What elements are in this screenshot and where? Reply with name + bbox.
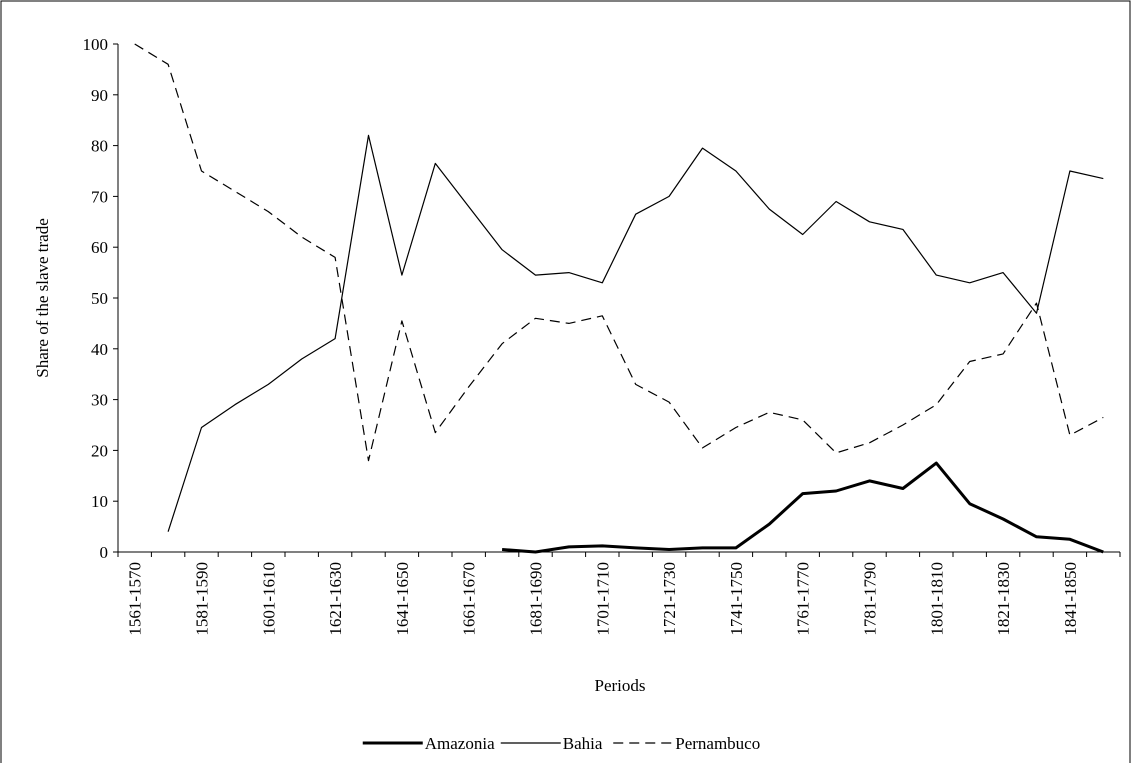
series-line: [167, 134, 1104, 532]
x-tick-label: 1841-1850: [1061, 562, 1080, 636]
y-tick-label: 50: [91, 289, 108, 308]
y-axis-label: Share of the slave trade: [33, 218, 52, 378]
y-tick-label: 60: [91, 238, 108, 257]
x-tick-label: 1601-1610: [259, 562, 278, 636]
x-tick-label: 1821-1830: [994, 562, 1013, 636]
y-tick-label: 40: [91, 340, 108, 359]
x-tick-label: 1681-1690: [527, 562, 546, 636]
y-tick-label: 20: [91, 441, 108, 460]
x-tick-label: 1701-1710: [593, 562, 612, 636]
legend-label: Amazonia: [425, 734, 495, 753]
x-tick-label: 1641-1650: [393, 562, 412, 636]
x-tick-label: 1621-1630: [326, 562, 345, 636]
x-tick-label: 1721-1730: [660, 562, 679, 636]
x-tick-label: 1761-1770: [794, 562, 813, 636]
legend-label: Pernambuco: [675, 734, 760, 753]
legend-label: Bahia: [563, 734, 603, 753]
y-tick-label: 70: [91, 187, 108, 206]
x-tick-label: 1561-1570: [126, 562, 145, 636]
x-tick-label: 1781-1790: [861, 562, 880, 636]
x-axis-label: Periods: [595, 676, 646, 695]
y-tick-label: 10: [91, 492, 108, 511]
y-tick-label: 0: [100, 543, 109, 562]
y-tick-label: 90: [91, 86, 108, 105]
series-line: [501, 461, 1104, 554]
y-tick-label: 30: [91, 391, 108, 410]
x-tick-label: 1581-1590: [193, 562, 212, 636]
y-tick-label: 80: [91, 137, 108, 156]
y-tick-label: 100: [83, 35, 109, 54]
x-tick-label: 1661-1670: [460, 562, 479, 636]
series-line: [134, 43, 1104, 462]
x-tick-label: 1801-1810: [927, 562, 946, 636]
x-tick-label: 1741-1750: [727, 562, 746, 636]
